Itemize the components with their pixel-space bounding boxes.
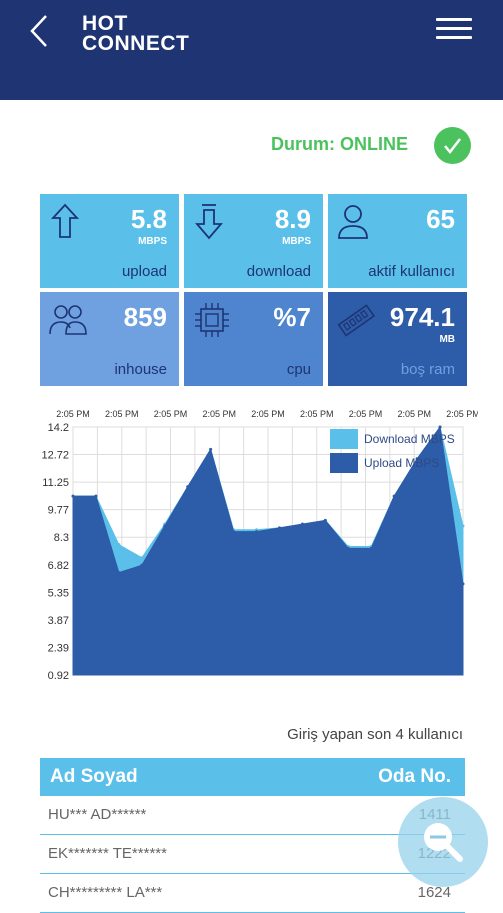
series-point-1 [117,571,121,575]
bandwidth-chart: 14.2 12.72 11.25 9.77 8.3 6.82 5.35 3.87 2.39 0.9… [28,405,479,690]
upload-value: 5.8 [130,204,167,234]
user-name: CH********* LA*** [48,884,163,901]
y-tick-label: 5.35 [48,587,69,599]
series-point-1 [300,522,304,526]
series-point-1 [461,582,465,586]
user-name: EK******* TE****** [48,845,167,862]
series-point-1 [94,494,98,498]
series-point-1 [369,546,373,550]
tile-upload: 5.8 MBPS upload [40,194,179,288]
series-point-1 [140,563,144,567]
users-icon [49,305,87,335]
series-point-1 [255,530,259,534]
app-header: HOT CONNECT [0,0,503,100]
active-users-label: aktif kullanıcı [368,263,455,280]
series-point-1 [232,530,236,534]
zoom-out-icon [424,823,463,862]
cpu-icon [195,303,229,337]
chevron-left-icon [30,15,47,47]
check-circle-icon [434,127,471,164]
legend-swatch [330,453,358,473]
menu-button[interactable] [436,18,472,44]
x-tick-label: 2:05 PM [154,409,188,419]
y-tick-label: 6.82 [48,560,69,572]
series-point-1 [163,524,167,528]
user-icon [338,205,368,239]
inhouse-value: 859 [123,302,167,332]
legend-swatch [330,429,358,449]
free-ram-value: 974.1 [389,302,455,332]
series-point-1 [186,485,190,489]
zoom-out-button[interactable] [398,797,488,887]
x-tick-label: 2:05 PM [56,409,90,419]
x-tick-label: 2:05 PM [202,409,236,419]
x-tick-label: 2:05 PM [397,409,431,419]
users-table-header: Ad Soyad Oda No. [40,758,465,796]
arrow-up-icon [50,203,80,238]
legend-label: Upload MBPS [364,456,439,470]
y-tick-label: 12.72 [41,450,69,462]
chart-svg: 14.2 12.72 11.25 9.77 8.3 6.82 5.35 3.87 2.39 0.9… [41,409,479,682]
x-tick-label: 2:05 PM [446,409,478,419]
hamburger-menu-icon [436,18,472,21]
active-users-value: 65 [426,204,455,234]
x-tick-label: 2:05 PM [349,409,383,419]
x-tick-label: 2:05 PM [251,409,285,419]
series-point-1 [392,494,396,498]
back-button[interactable] [26,14,56,48]
series-point-1 [438,425,442,429]
y-tick-label: 0.92 [48,670,69,682]
series-point-1 [346,546,350,550]
series-point-1 [71,494,75,498]
legend-label: Download MBPS [364,432,455,446]
ram-icon [337,304,376,337]
users-caption: Giriş yapan son 4 kullanıcı [287,726,463,743]
col-room-header: Oda No. [378,766,451,787]
series-point-1 [323,518,327,522]
free-ram-unit: MB [439,334,455,345]
inhouse-label: inhouse [114,361,167,378]
x-tick-label: 2:05 PM [300,409,334,419]
cpu-label: cpu [286,361,311,378]
tile-download: 8.9 MBPS download [184,194,323,288]
tile-inhouse: 859 inhouse [40,292,179,386]
logo-line1: HOT [82,12,128,35]
logo: HOT CONNECT [82,12,190,55]
tile-cpu: %7 cpu [184,292,323,386]
status-text: Durum: ONLINE [271,134,408,154]
free-ram-label: boş ram [400,361,455,378]
tile-active-users: 65 aktif kullanıcı [328,194,467,288]
series-point-1 [415,457,419,461]
download-unit: MBPS [282,236,311,247]
upload-unit: MBPS [138,236,167,247]
download-label: download [246,263,311,280]
series-point-1 [209,447,213,451]
y-tick-label: 8.3 [54,532,69,544]
series-point-0 [140,556,144,560]
col-name-header: Ad Soyad [50,766,138,787]
user-name: HU*** AD****** [48,806,147,823]
tile-free-ram: 974.1 MB boş ram [328,292,467,386]
series-point-1 [277,526,281,530]
arrow-down-icon [195,204,223,240]
y-tick-label: 3.87 [48,615,69,627]
room-number: 1624 [417,884,451,901]
y-tick-label: 9.77 [48,505,69,517]
y-tick-label: 2.39 [48,642,69,654]
upload-label: upload [121,263,167,280]
series-point-0 [461,524,465,528]
logo-line2: CONNECT [82,32,190,55]
x-tick-label: 2:05 PM [105,409,139,419]
y-tick-label: 11.25 [42,477,69,489]
series-point-0 [117,543,121,547]
y-tick-label: 14.2 [48,422,69,434]
download-value: 8.9 [274,204,311,234]
cpu-value: %7 [273,302,311,332]
